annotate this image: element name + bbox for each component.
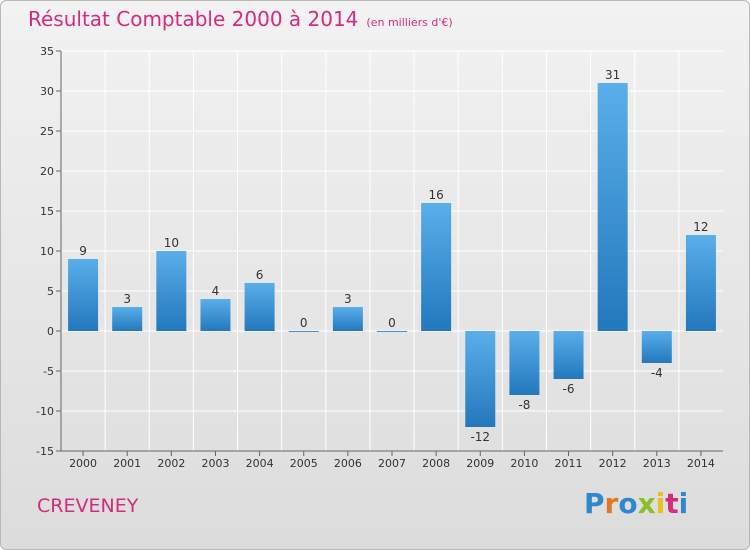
- x-tick-label-2011: 2011: [555, 457, 583, 470]
- logo-letter: P: [584, 487, 605, 520]
- logo-letter: i: [655, 487, 666, 520]
- x-tick-label-2008: 2008: [422, 457, 450, 470]
- x-tick-label-2006: 2006: [334, 457, 362, 470]
- data-label-2007: 0: [388, 316, 396, 330]
- y-tick-label: 5: [47, 285, 54, 298]
- data-label-2002: 10: [164, 236, 179, 250]
- bar-2009: [465, 331, 496, 427]
- bar-2003: [200, 299, 231, 331]
- x-tick-label-2002: 2002: [157, 457, 185, 470]
- x-tick-label-2009: 2009: [466, 457, 494, 470]
- x-tick-label-2003: 2003: [201, 457, 229, 470]
- x-tick-label-2012: 2012: [599, 457, 627, 470]
- chart-title-block: Résultat Comptable 2000 à 2014 (en millie…: [28, 7, 453, 31]
- bar-2007: [377, 331, 407, 332]
- data-label-2003: 4: [212, 284, 220, 298]
- bar-2010: [509, 331, 540, 395]
- logo-letter: r: [604, 487, 619, 520]
- y-tick-label: 35: [40, 45, 54, 58]
- bar-2013: [641, 331, 672, 363]
- x-tick-label-2000: 2000: [69, 457, 97, 470]
- logo-letter: i: [678, 487, 689, 520]
- x-tick-label-2001: 2001: [113, 457, 141, 470]
- y-tick-label: 20: [40, 165, 54, 178]
- proxiti-logo: Proxiti: [584, 487, 688, 520]
- data-label-2012: 31: [605, 68, 620, 82]
- logo-letter: x: [637, 487, 656, 520]
- bar-2001: [112, 307, 143, 331]
- bar-2005: [288, 331, 319, 332]
- bar-2004: [244, 283, 275, 331]
- bar-2012: [597, 83, 628, 331]
- x-tick-label-2013: 2013: [643, 457, 671, 470]
- data-label-2005: 0: [300, 316, 308, 330]
- y-tick-label: -10: [36, 405, 54, 418]
- bar-2006: [332, 307, 363, 331]
- y-tick-label: 25: [40, 125, 54, 138]
- bar-2000: [68, 259, 99, 331]
- bars: [68, 83, 716, 427]
- y-tick-label: 15: [40, 205, 54, 218]
- data-label-2001: 3: [123, 292, 131, 306]
- x-tick-label-2004: 2004: [246, 457, 274, 470]
- y-tick-label: 0: [47, 325, 54, 338]
- bar-2014: [685, 235, 716, 331]
- logo-letter: t: [665, 487, 679, 520]
- data-label-2011: -6: [563, 382, 575, 396]
- x-tick-label-2007: 2007: [378, 457, 406, 470]
- y-tick-label: 10: [40, 245, 54, 258]
- chart-title: Résultat Comptable 2000 à 2014: [28, 7, 359, 31]
- data-label-2006: 3: [344, 292, 352, 306]
- x-tick-label-2014: 2014: [687, 457, 715, 470]
- logo-letter: o: [618, 487, 638, 520]
- data-label-2014: 12: [693, 220, 708, 234]
- commune-name: CREVENEY: [37, 495, 139, 517]
- data-label-2004: 6: [256, 268, 264, 282]
- data-label-2009: -12: [470, 430, 490, 444]
- chart-subtitle: (en milliers d'€): [366, 16, 453, 29]
- x-tick-label-2010: 2010: [510, 457, 538, 470]
- y-tick-label: 30: [40, 85, 54, 98]
- data-labels: 9 3 10 4 6 0 3 0 16 -12 -8 -6 31 -4 12: [79, 68, 708, 444]
- data-label-2010: -8: [518, 398, 530, 412]
- x-tick-label-2005: 2005: [290, 457, 318, 470]
- bar-2008: [421, 203, 452, 331]
- data-label-2000: 9: [79, 244, 87, 258]
- y-tick-label: -5: [43, 365, 54, 378]
- data-label-2008: 16: [428, 188, 443, 202]
- y-tick-label: -15: [36, 445, 54, 458]
- data-label-2013: -4: [651, 366, 663, 380]
- bar-2002: [156, 251, 187, 331]
- bar-2011: [553, 331, 584, 379]
- axes: [56, 50, 723, 456]
